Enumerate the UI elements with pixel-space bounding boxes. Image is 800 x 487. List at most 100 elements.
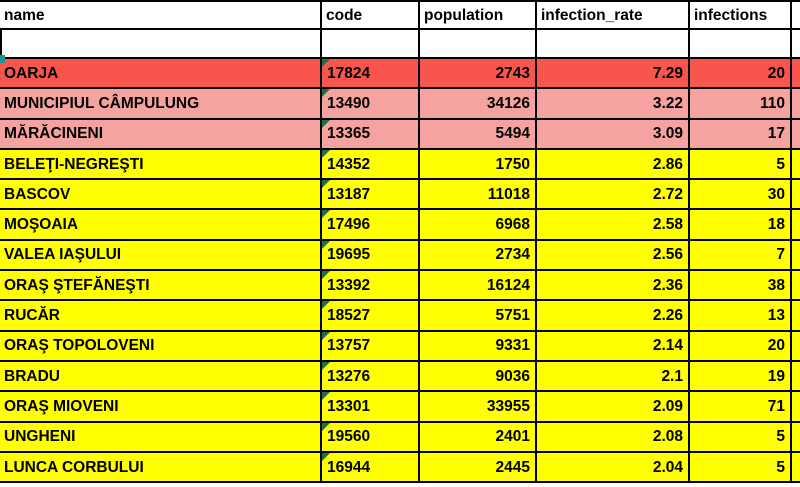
cell-name[interactable]: RUCĂR: [0, 301, 322, 332]
cell-name[interactable]: ORAŞ TOPOLOVENI: [0, 331, 322, 362]
cell-population[interactable]: 33955: [420, 392, 537, 423]
cell-name[interactable]: MUNICIPIUL CÂMPULUNG: [0, 89, 322, 120]
cell-infections[interactable]: 18: [690, 210, 792, 241]
cell-name[interactable]: BRADU: [0, 361, 322, 393]
cell-name[interactable]: MĂRĂCINENI: [0, 119, 322, 150]
cell-name[interactable]: OARJA: [0, 59, 322, 90]
cell-code-text: 13301: [327, 397, 371, 415]
cell-infection-rate[interactable]: 2.1: [537, 361, 690, 393]
cell-name[interactable]: BELEŢI-NEGREŞTI: [0, 149, 322, 181]
cell-infection-rate[interactable]: 7.29: [537, 59, 690, 90]
cell-code[interactable]: 18527: [322, 301, 420, 332]
empty-cell-infections[interactable]: [690, 30, 792, 59]
cell-code[interactable]: 17496: [322, 210, 420, 241]
selection-fill-handle[interactable]: [0, 55, 5, 63]
cell-code[interactable]: 16944: [322, 452, 420, 484]
cell-infections[interactable]: 13: [690, 301, 792, 332]
empty-cell-name[interactable]: [0, 30, 322, 59]
error-indicator-triangle-icon: [322, 89, 330, 98]
cell-code[interactable]: 13187: [322, 180, 420, 211]
cell-population[interactable]: 1750: [420, 149, 537, 181]
cell-code[interactable]: 13365: [322, 119, 420, 150]
cell-code-text: 16944: [327, 458, 371, 476]
cell-code-text: 19695: [327, 246, 371, 264]
cell-name[interactable]: ORAŞ MIOVENI: [0, 392, 322, 423]
table-row: BASCOV 13187 11018 2.72 30: [0, 180, 800, 211]
empty-cell-population[interactable]: [420, 30, 537, 59]
cell-infection-rate[interactable]: 2.86: [537, 149, 690, 181]
row-overflow-sliver: [792, 241, 800, 272]
cell-infections[interactable]: 7: [690, 240, 792, 272]
cell-code[interactable]: 13392: [322, 271, 420, 302]
column-header-code[interactable]: code: [322, 0, 420, 30]
error-indicator-triangle-icon: [322, 240, 330, 249]
cell-code[interactable]: 13301: [322, 392, 420, 423]
cell-infection-rate[interactable]: 2.26: [537, 301, 690, 332]
column-header-infections-label: infections: [694, 6, 768, 24]
cell-infection-rate[interactable]: 2.36: [537, 271, 690, 302]
cell-infection-rate[interactable]: 2.09: [537, 392, 690, 423]
header-overflow-sliver: [792, 0, 800, 30]
cell-population-text: 2734: [495, 246, 530, 264]
cell-population-text: 5494: [495, 125, 530, 143]
cell-infections[interactable]: 20: [690, 59, 792, 90]
row-overflow-sliver: [792, 362, 800, 393]
cell-population[interactable]: 9331: [420, 331, 537, 362]
cell-infection-rate[interactable]: 2.72: [537, 180, 690, 211]
cell-population[interactable]: 5751: [420, 301, 537, 332]
empty-cell-code[interactable]: [322, 30, 420, 59]
cell-code[interactable]: 13757: [322, 331, 420, 362]
cell-population[interactable]: 9036: [420, 361, 537, 393]
cell-code[interactable]: 17824: [322, 59, 420, 90]
cell-infections[interactable]: 71: [690, 392, 792, 423]
cell-infection-rate-text: 3.09: [652, 125, 683, 143]
cell-infection-rate[interactable]: 2.04: [537, 452, 690, 484]
cell-name[interactable]: ORAŞ ŞTEFĂNEŞTI: [0, 271, 322, 302]
column-header-infections[interactable]: infections: [690, 0, 792, 30]
cell-infections[interactable]: 5: [690, 452, 792, 484]
cell-infections[interactable]: 17: [690, 119, 792, 150]
cell-infection-rate[interactable]: 2.56: [537, 240, 690, 272]
cell-population[interactable]: 5494: [420, 119, 537, 150]
cell-infection-rate[interactable]: 2.58: [537, 210, 690, 241]
cell-population[interactable]: 6968: [420, 210, 537, 241]
empty-row: [0, 30, 800, 63]
empty-cell-infection-rate[interactable]: [537, 30, 690, 59]
cell-population[interactable]: 11018: [420, 180, 537, 211]
cell-population-text: 34126: [486, 94, 530, 112]
cell-code[interactable]: 19695: [322, 240, 420, 272]
cell-infections[interactable]: 30: [690, 180, 792, 211]
cell-name[interactable]: MOŞOAIA: [0, 210, 322, 241]
cell-code[interactable]: 19560: [322, 422, 420, 453]
cell-population[interactable]: 2743: [420, 59, 537, 90]
cell-infection-rate[interactable]: 3.22: [537, 89, 690, 120]
cell-name[interactable]: LUNCA CORBULUI: [0, 452, 322, 484]
cell-infections[interactable]: 38: [690, 271, 792, 302]
cell-code[interactable]: 14352: [322, 149, 420, 181]
column-header-name[interactable]: name: [0, 0, 322, 30]
column-header-population[interactable]: population: [420, 0, 537, 30]
cell-infections[interactable]: 5: [690, 149, 792, 181]
cell-infection-rate[interactable]: 3.09: [537, 119, 690, 150]
cell-infections[interactable]: 110: [690, 89, 792, 120]
cell-code[interactable]: 13276: [322, 361, 420, 393]
column-header-infection-rate[interactable]: infection_rate: [537, 0, 690, 30]
cell-population[interactable]: 34126: [420, 89, 537, 120]
cell-population[interactable]: 16124: [420, 271, 537, 302]
cell-name[interactable]: UNGHENI: [0, 422, 322, 453]
row-overflow-sliver: [792, 423, 800, 453]
error-indicator-triangle-icon: [322, 59, 330, 67]
error-indicator-triangle-icon: [322, 149, 330, 158]
cell-infections[interactable]: 5: [690, 422, 792, 453]
cell-population[interactable]: 2734: [420, 240, 537, 272]
cell-name-text: ORAŞ MIOVENI: [4, 397, 119, 415]
cell-infection-rate[interactable]: 2.08: [537, 422, 690, 453]
cell-infections[interactable]: 20: [690, 331, 792, 362]
cell-infection-rate[interactable]: 2.14: [537, 331, 690, 362]
cell-infections[interactable]: 19: [690, 361, 792, 393]
cell-population[interactable]: 2401: [420, 422, 537, 453]
cell-name[interactable]: BASCOV: [0, 180, 322, 211]
cell-population[interactable]: 2445: [420, 452, 537, 484]
cell-name[interactable]: VALEA IAŞULUI: [0, 240, 322, 272]
cell-code[interactable]: 13490: [322, 89, 420, 120]
